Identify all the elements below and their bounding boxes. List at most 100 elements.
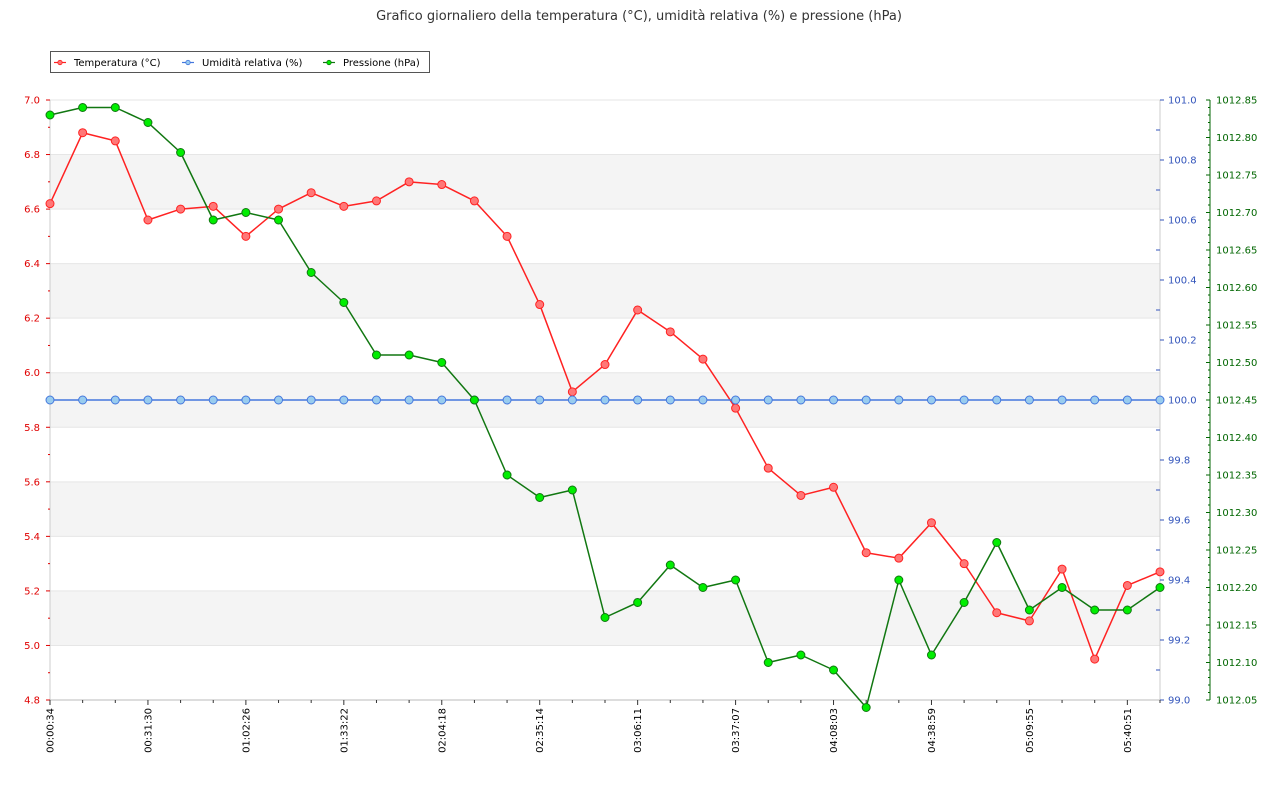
pressure-point: [698, 583, 708, 592]
temperature-point: [502, 231, 512, 241]
series-markers: [45, 103, 1165, 712]
humidity-point: [829, 395, 839, 405]
humidity-point: [992, 395, 1002, 405]
pressure-point: [894, 575, 904, 585]
humidity-point: [306, 395, 316, 405]
temperature-point: [1024, 616, 1034, 626]
temperature-point: [959, 559, 969, 569]
temperature-point: [45, 199, 55, 209]
axes: 4.8 5.0 5.2 5.4 5.6 5.8 6.0 6.2 6.4 6.6 6.8 7.0 99.0…: [24, 96, 1257, 753]
right2-tick-label: 1012.10: [1216, 658, 1257, 669]
right2-tick-label: 1012.40: [1216, 433, 1257, 444]
x-tick-label: 00:31:30: [143, 708, 154, 753]
plot-band: [50, 263, 1160, 319]
right1-tick-label: 99.8: [1168, 456, 1190, 467]
right1-tick-label: 99.0: [1168, 696, 1190, 707]
humidity-point: [959, 395, 969, 405]
temperature-point: [241, 231, 251, 241]
right1-tick-label: 100.2: [1168, 336, 1197, 347]
temperature-point: [469, 196, 479, 206]
pressure-point: [665, 560, 675, 570]
pressure-point: [861, 703, 871, 712]
temperature-point: [796, 490, 806, 500]
temperature-point: [143, 215, 153, 225]
x-tick-label: 05:09:55: [1025, 708, 1036, 753]
temperature-point: [404, 177, 414, 187]
temperature-point: [208, 201, 218, 211]
left-tick-label: 5.2: [24, 586, 40, 597]
temperature-point: [1090, 654, 1100, 664]
right2-tick-label: 1012.05: [1216, 696, 1257, 707]
temperature-point: [926, 518, 936, 528]
plot-band: [50, 100, 1160, 155]
temperature-point: [78, 128, 88, 138]
pressure-point: [796, 650, 806, 660]
temperature-point: [371, 196, 381, 206]
temperature-point: [110, 136, 120, 146]
right2-tick-label: 1012.35: [1216, 471, 1257, 482]
right2-tick-label: 1012.60: [1216, 283, 1257, 294]
humidity-point: [1057, 395, 1067, 405]
x-tick-label: 02:35:14: [535, 708, 546, 753]
pressure-point: [110, 103, 120, 112]
humidity-point: [339, 395, 349, 405]
pressure-point: [1090, 605, 1100, 615]
humidity-legend-label: Umidità relativa (%): [202, 57, 302, 69]
temperature-point: [274, 204, 284, 214]
pressure-point: [45, 110, 55, 120]
humidity-point: [143, 395, 153, 405]
left-tick-label: 6.8: [24, 150, 40, 161]
temperature-point: [339, 201, 349, 211]
temperature-point: [633, 305, 643, 315]
pressure-point: [241, 208, 251, 217]
left-tick-label: 5.4: [24, 532, 40, 543]
left-tick-label: 5.0: [24, 641, 40, 652]
legend-box: [50, 51, 430, 73]
humidity-point: [1090, 395, 1100, 405]
pressure-legend-swatch-marker: [326, 59, 332, 66]
humidity-point: [600, 395, 610, 405]
right1-tick-label: 99.4: [1168, 576, 1190, 587]
temperature-point: [306, 188, 316, 198]
temperature-point: [861, 548, 871, 558]
temperature-legend-label: Temperatura (°C): [73, 58, 161, 69]
pressure-point: [567, 485, 577, 495]
pressure-point: [763, 658, 773, 667]
humidity-point: [926, 395, 936, 405]
temperature-point: [567, 387, 577, 397]
right1-tick-label: 99.2: [1168, 636, 1190, 647]
humidity-point: [861, 395, 871, 405]
right2-tick-label: 1012.85: [1216, 96, 1257, 107]
right1-tick-label: 101.0: [1168, 96, 1197, 107]
pressure-point: [633, 598, 643, 607]
left-tick-label: 5.8: [24, 423, 40, 434]
humidity-point: [502, 395, 512, 405]
humidity-point: [176, 395, 186, 405]
humidity-point: [1122, 395, 1132, 405]
right2-tick-label: 1012.70: [1216, 208, 1257, 219]
temperature-point: [176, 204, 186, 214]
temperature-legend-swatch-marker: [57, 59, 63, 66]
x-tick-label: 04:38:59: [927, 708, 938, 753]
x-tick-label: 03:37:07: [731, 708, 742, 753]
pressure-point: [926, 650, 936, 660]
temperature-point: [535, 300, 545, 310]
temperature-point: [763, 463, 773, 473]
right2-tick-label: 1012.80: [1216, 133, 1257, 144]
pressure-point: [306, 268, 316, 277]
pressure-point: [829, 665, 839, 675]
left-tick-label: 6.2: [24, 314, 40, 325]
temperature-point: [829, 482, 839, 492]
right2-tick-label: 1012.25: [1216, 546, 1257, 557]
pressure-point: [176, 148, 186, 157]
temperature-point: [698, 354, 708, 364]
x-tick-label: 01:33:22: [339, 708, 350, 753]
right1-tick-label: 99.6: [1168, 516, 1190, 527]
pressure-point: [959, 598, 969, 607]
plot-band: [50, 154, 1160, 210]
chart-title: Grafico giornaliero della temperatura (°…: [376, 9, 902, 24]
pressure-point: [535, 493, 545, 502]
humidity-point: [535, 395, 545, 405]
pressure-point: [1122, 605, 1132, 615]
pressure-point: [208, 215, 218, 225]
